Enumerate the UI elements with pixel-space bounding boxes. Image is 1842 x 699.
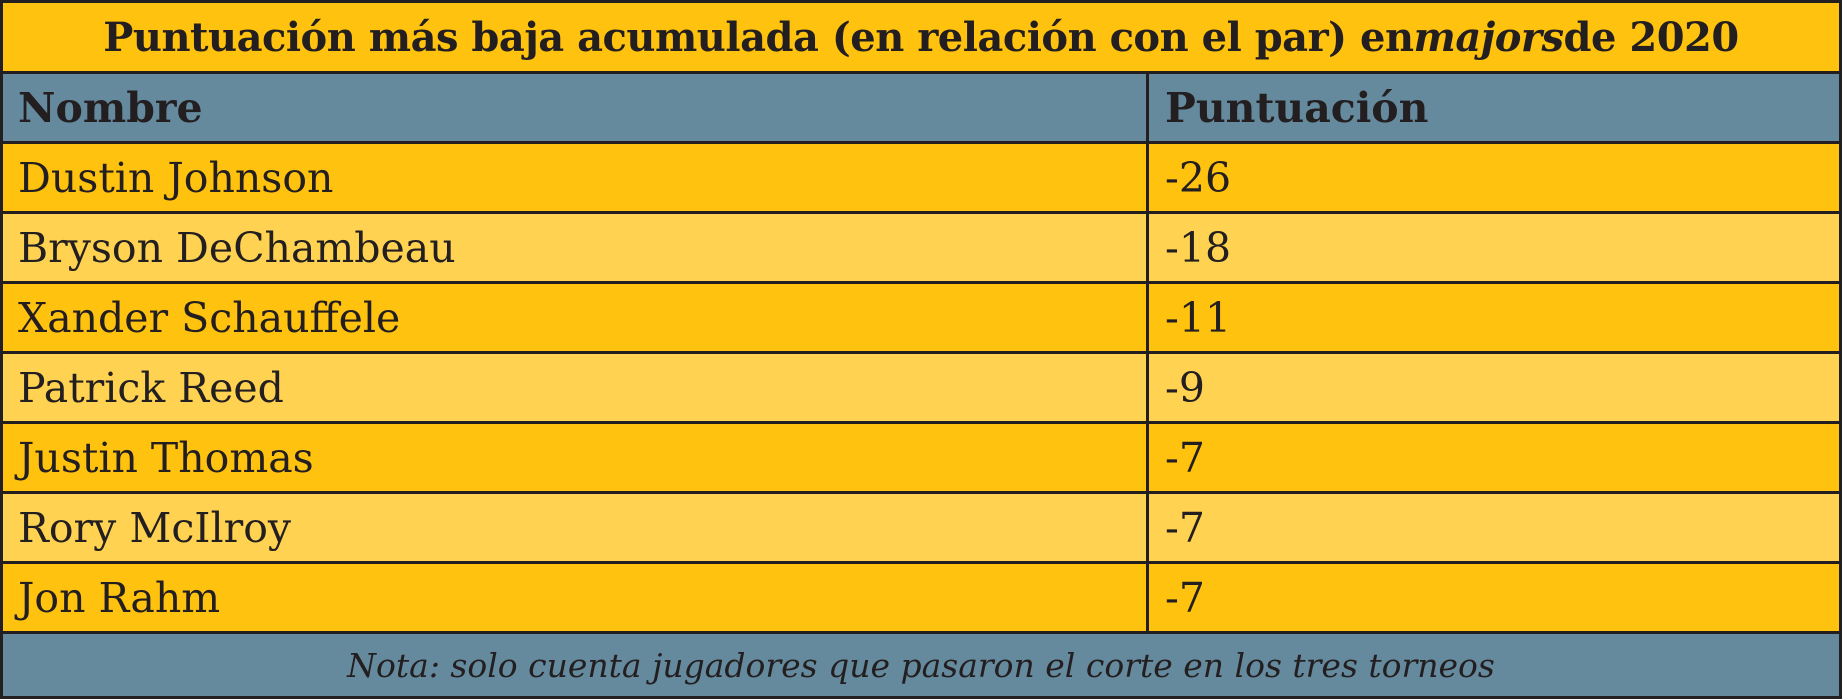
- table-row: Bryson DeChambeau -18: [3, 214, 1839, 284]
- table-row: Patrick Reed -9: [3, 354, 1839, 424]
- table-title: Puntuación más baja acumulada (en relaci…: [3, 3, 1839, 74]
- player-score: -7: [1165, 433, 1205, 482]
- table-header-row: Nombre Puntuación: [3, 74, 1839, 144]
- table-row: Xander Schauffele -11: [3, 284, 1839, 354]
- player-name: Xander Schauffele: [3, 284, 1149, 351]
- table-footnote: Nota: solo cuenta jugadores que pasaron …: [3, 634, 1839, 696]
- table-title-text: Puntuación más baja acumulada (en relaci…: [103, 13, 1414, 61]
- player-name: Justin Thomas: [3, 424, 1149, 491]
- player-name: Patrick Reed: [3, 354, 1149, 421]
- player-name: Bryson DeChambeau: [3, 214, 1149, 281]
- table-row: Justin Thomas -7: [3, 424, 1839, 494]
- table-title-suffix: de 2020: [1563, 13, 1740, 61]
- table-row: Dustin Johnson -26: [3, 144, 1839, 214]
- player-score: -26: [1165, 153, 1232, 202]
- player-score: -7: [1165, 503, 1205, 552]
- player-score: -9: [1165, 363, 1205, 412]
- column-header-score: Puntuación: [1165, 83, 1429, 132]
- table-title-emphasis: majors: [1413, 13, 1565, 61]
- player-name: Rory McIlroy: [3, 494, 1149, 561]
- player-score: -7: [1165, 573, 1205, 622]
- table-row: Jon Rahm -7: [3, 564, 1839, 634]
- column-header-name: Nombre: [3, 74, 1149, 141]
- player-score: -11: [1165, 293, 1232, 342]
- player-name: Jon Rahm: [3, 564, 1149, 631]
- table-row: Rory McIlroy -7: [3, 494, 1839, 564]
- player-score: -18: [1165, 223, 1232, 272]
- player-name: Dustin Johnson: [3, 144, 1149, 211]
